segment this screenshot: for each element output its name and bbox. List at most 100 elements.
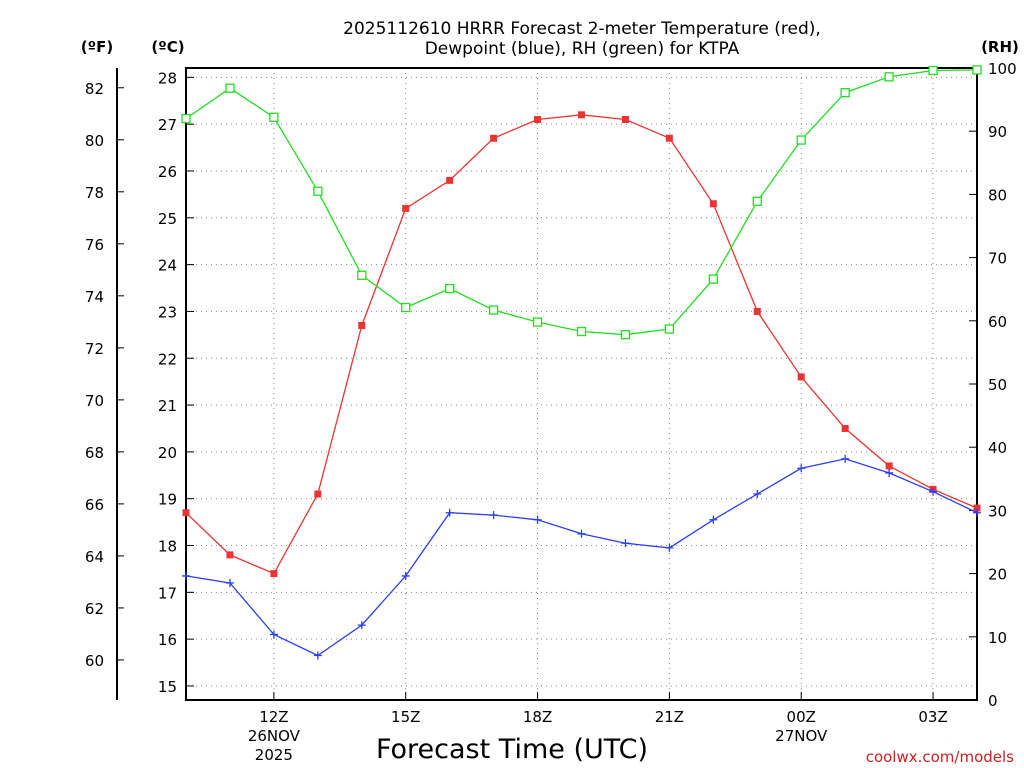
x-tick-date-label: 27NOV [775, 727, 828, 745]
fahrenheit-axis-label: (ºF) [81, 38, 113, 56]
rh-point [708, 274, 718, 284]
rh-point [357, 270, 367, 280]
2-meter-temperature-point [885, 462, 893, 470]
celsius-tick-label: 20 [158, 444, 177, 462]
2-meter-temperature-point [358, 321, 366, 329]
rh-tick-label: 50 [988, 376, 1007, 394]
celsius-tick-label: 24 [158, 257, 177, 275]
2-meter-temperature-point [446, 176, 454, 184]
rh-point [620, 330, 631, 340]
rh-point [401, 302, 411, 313]
dewpoint-point [797, 464, 806, 473]
data-series [181, 65, 982, 660]
rh-point [752, 196, 762, 207]
celsius-axis-label: (ºC) [151, 38, 184, 56]
rh-point [928, 65, 938, 76]
2-meter-temperature-point [534, 115, 542, 123]
2-meter-temperature-point [797, 373, 805, 381]
dewpoint-point [313, 651, 322, 660]
rh-point [445, 283, 455, 294]
fahrenheit-tick-label: 76 [85, 236, 104, 254]
rh-tick-label: 40 [988, 439, 1007, 457]
x-tick-date-label: 26NOV [248, 727, 301, 745]
rh-tick-label: 80 [988, 186, 1007, 204]
2-meter-temperature-point [709, 200, 717, 208]
2-meter-temperature-point [621, 115, 629, 123]
rh-point [269, 112, 279, 122]
rh-point [972, 65, 982, 75]
chart-title-line1: 2025112610 HRRR Forecast 2-meter Tempera… [343, 19, 821, 39]
celsius-tick-label: 19 [158, 491, 177, 509]
fahrenheit-tick-label: 72 [85, 340, 104, 358]
rh-point [532, 317, 543, 327]
dewpoint-point [401, 571, 410, 580]
dewpoint-point [753, 490, 762, 499]
x-tick-label: 00Z [787, 708, 816, 726]
y-axis-ticks: 15 16 17 18 19 20 21 22 23 24 25 26 27 28 60 62 64 66 68 70… [85, 60, 1017, 710]
gridlines [186, 68, 977, 700]
rh-point [313, 186, 323, 196]
source-credit: coolwx.com/models [866, 748, 1014, 766]
rh-tick-label: 30 [988, 502, 1007, 520]
rh-point [181, 113, 191, 124]
rh-point [488, 305, 499, 315]
dewpoint-point [577, 529, 586, 538]
fahrenheit-tick-label: 60 [85, 652, 104, 670]
rh-point [225, 83, 235, 93]
fahrenheit-tick-label: 62 [85, 600, 104, 618]
dewpoint-point [445, 508, 454, 517]
x-tick-label: 15Z [391, 708, 420, 726]
dewpoint-point [489, 511, 498, 520]
celsius-tick-label: 22 [158, 350, 177, 368]
2-meter-temperature-point [753, 307, 761, 315]
fahrenheit-tick-label: 68 [85, 444, 104, 462]
dewpoint-point [885, 468, 894, 477]
fahrenheit-tick-label: 74 [85, 288, 104, 306]
rh-line [185, 69, 978, 336]
2-meter-temperature-point [270, 570, 278, 578]
celsius-tick-label: 25 [158, 210, 177, 228]
rh-tick-label: 100 [988, 60, 1017, 78]
rh-tick-label: 0 [988, 692, 998, 710]
2-meter-temperature-point [182, 509, 190, 517]
rh-tick-label: 90 [988, 123, 1007, 141]
celsius-tick-label: 16 [158, 631, 177, 649]
fahrenheit-tick-label: 80 [85, 132, 104, 150]
celsius-tick-label: 23 [158, 303, 177, 321]
2-meter-temperature-series [182, 111, 981, 578]
2-meter-temperature-point [973, 504, 981, 512]
x-tick-label: 12Z [259, 708, 288, 726]
x-tick-label: 21Z [655, 708, 684, 726]
rh-tick-label: 70 [988, 250, 1007, 268]
rh-point [840, 87, 850, 98]
x-tick-label: 03Z [918, 708, 947, 726]
fahrenheit-tick-label: 78 [85, 184, 104, 202]
2-meter-temperature-point [314, 490, 322, 498]
dewpoint-point [182, 571, 190, 580]
2-meter-temperature-line [185, 114, 978, 575]
2-meter-temperature-point [490, 134, 498, 142]
2-meter-temperature-point [402, 204, 410, 212]
rh-point [576, 326, 587, 337]
celsius-tick-label: 17 [158, 584, 177, 602]
celsius-tick-label: 15 [158, 678, 177, 696]
fahrenheit-tick-label: 70 [85, 392, 104, 410]
dewpoint-point [269, 630, 278, 639]
fahrenheit-tick-label: 82 [85, 80, 104, 98]
dewpoint-point [709, 515, 718, 524]
2-meter-temperature-point [841, 424, 849, 432]
dewpoint-point [841, 454, 850, 463]
celsius-tick-label: 26 [158, 163, 177, 181]
celsius-tick-label: 21 [158, 397, 177, 415]
2-meter-temperature-point [578, 111, 585, 119]
dewpoint-line [185, 458, 978, 657]
celsius-tick-label: 28 [158, 69, 177, 87]
dewpoint-point [357, 621, 366, 630]
fahrenheit-tick-label: 66 [85, 496, 104, 514]
rh-point [884, 72, 894, 82]
rh-tick-label: 60 [988, 313, 1007, 331]
celsius-tick-label: 18 [158, 538, 177, 556]
x-tick-label: 18Z [523, 708, 552, 726]
